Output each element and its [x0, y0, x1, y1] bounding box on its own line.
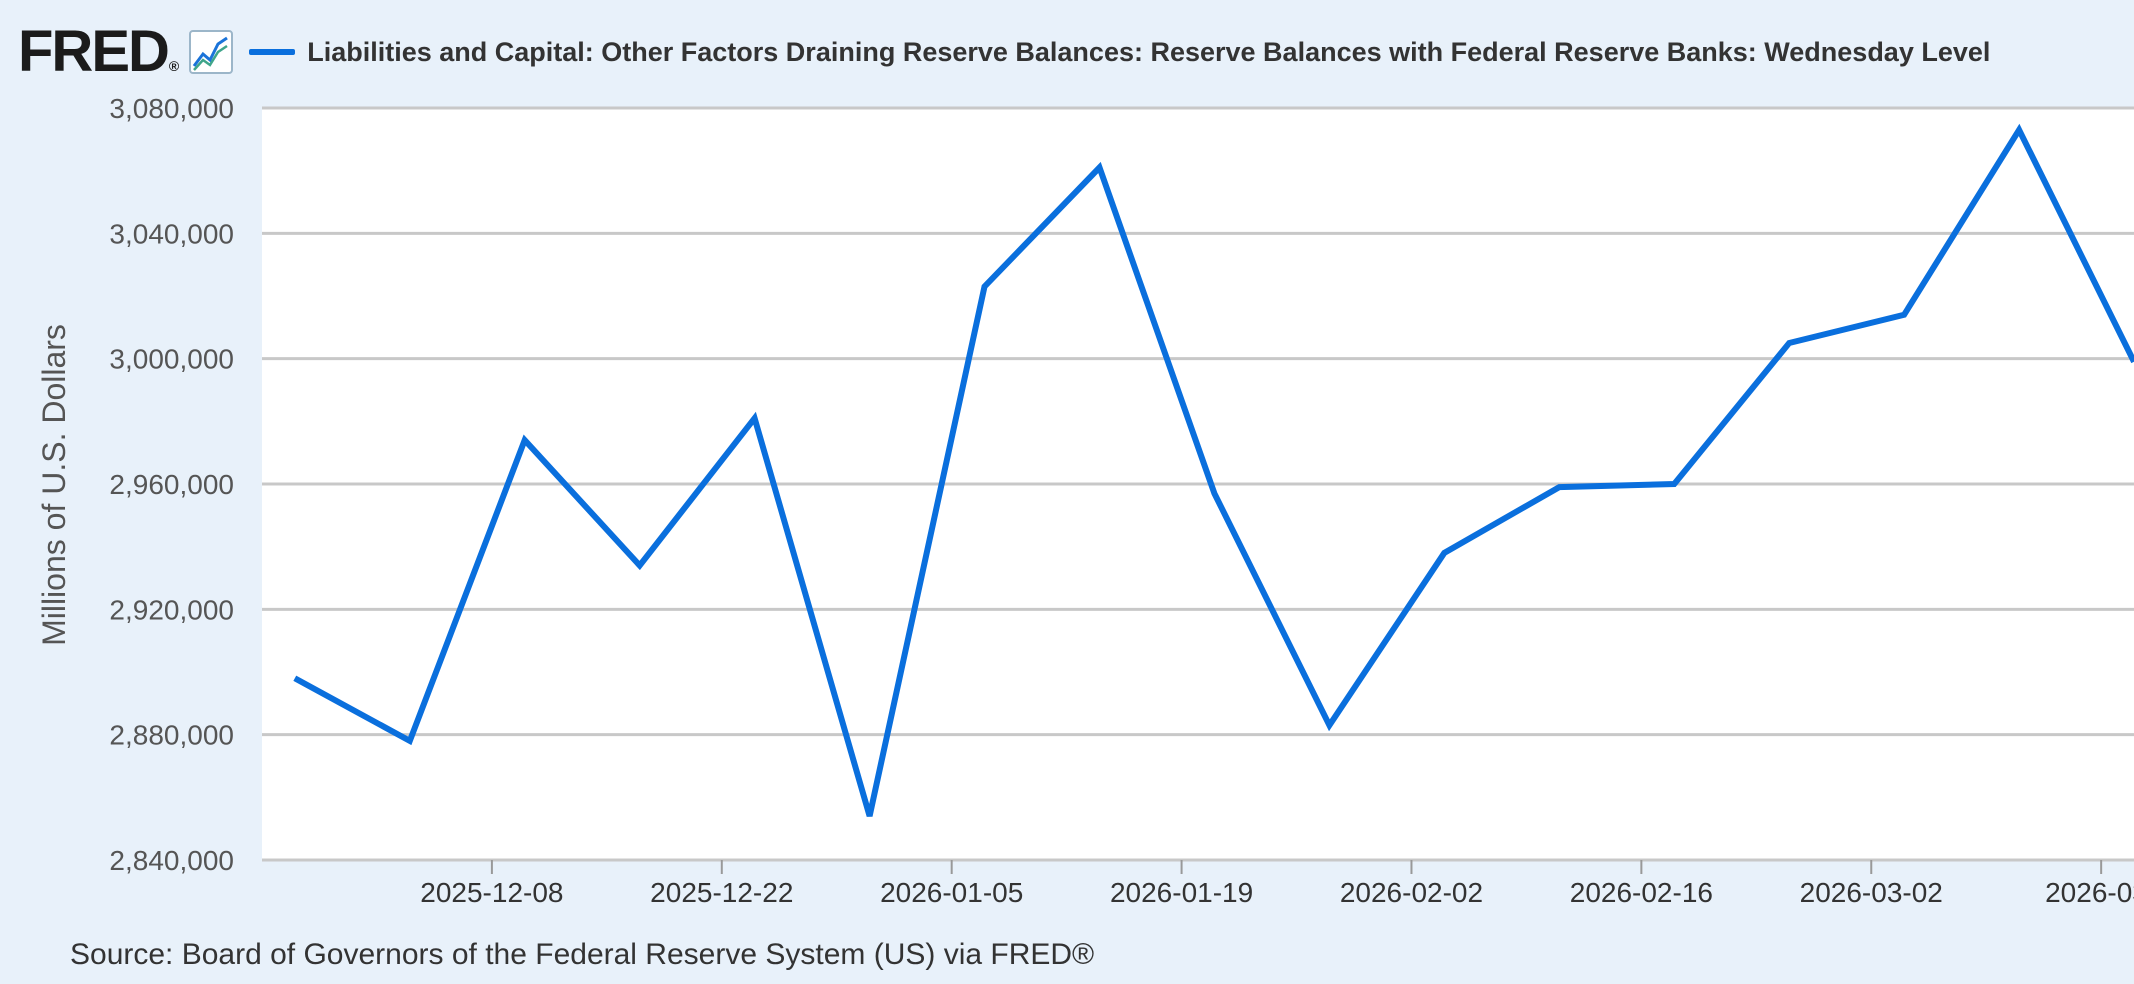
x-axis-ticks: 2025-12-08 2025-12-22 2026-01-05 2026-01-19…	[420, 860, 2134, 908]
y-tick-label: 2,840,000	[109, 845, 234, 876]
data-point[interactable]	[522, 437, 528, 443]
series-layer	[292, 123, 2134, 819]
grid-lines	[262, 106, 2134, 862]
y-tick-label: 2,920,000	[109, 594, 234, 625]
source-note[interactable]: Source: Board of Governors of the Federa…	[70, 938, 1095, 971]
data-point[interactable]	[752, 415, 758, 421]
y-axis-label: Millions of U.S. Dollars	[36, 324, 72, 646]
x-tick-label: 2026-02-16	[1570, 877, 1713, 908]
data-point[interactable]	[292, 675, 298, 681]
data-point[interactable]	[1671, 481, 1677, 487]
y-tick-label: 2,960,000	[109, 469, 234, 500]
x-tick-label: 2025-12-22	[650, 877, 793, 908]
x-tick-label: 2026-01-19	[1110, 877, 1253, 908]
data-point[interactable]	[867, 813, 873, 819]
legend-swatch	[249, 49, 296, 55]
x-tick-label: 2026-02-02	[1340, 877, 1483, 908]
data-point[interactable]	[1096, 165, 1102, 171]
data-point[interactable]	[2016, 127, 2022, 133]
data-point[interactable]	[1901, 312, 1907, 318]
y-tick-label: 3,000,000	[109, 344, 234, 375]
fred-logo-registered-mark: ®	[168, 58, 180, 74]
data-point[interactable]	[982, 284, 988, 290]
data-point[interactable]	[637, 562, 643, 568]
y-tick-label: 3,080,000	[109, 93, 234, 124]
data-point[interactable]	[1211, 490, 1217, 496]
y-tick-label: 3,040,000	[109, 218, 234, 249]
line-chart-icon	[189, 30, 234, 74]
x-tick-label: 2026-03-	[2045, 877, 2134, 908]
legend-series-label[interactable]: Liabilities and Capital: Other Factors D…	[307, 36, 1991, 67]
data-point[interactable]	[1326, 722, 1332, 728]
data-point[interactable]	[407, 738, 413, 744]
y-axis-ticks: 2,840,000 2,880,000 2,920,000 2,960,000 3,00…	[109, 93, 234, 876]
x-tick-label: 2026-01-05	[880, 877, 1023, 908]
fred-logo[interactable]: FRED	[18, 19, 170, 84]
series-line[interactable]	[293, 123, 2134, 817]
data-point[interactable]	[1556, 484, 1562, 490]
data-point[interactable]	[1786, 340, 1792, 346]
chart-header: FRED ® Liabilities and Capital: Other Fa…	[18, 22, 1990, 82]
data-point[interactable]	[1441, 550, 1447, 556]
x-tick-label: 2025-12-08	[420, 877, 563, 908]
x-tick-label: 2026-03-02	[1800, 877, 1943, 908]
y-tick-label: 2,880,000	[109, 720, 234, 751]
